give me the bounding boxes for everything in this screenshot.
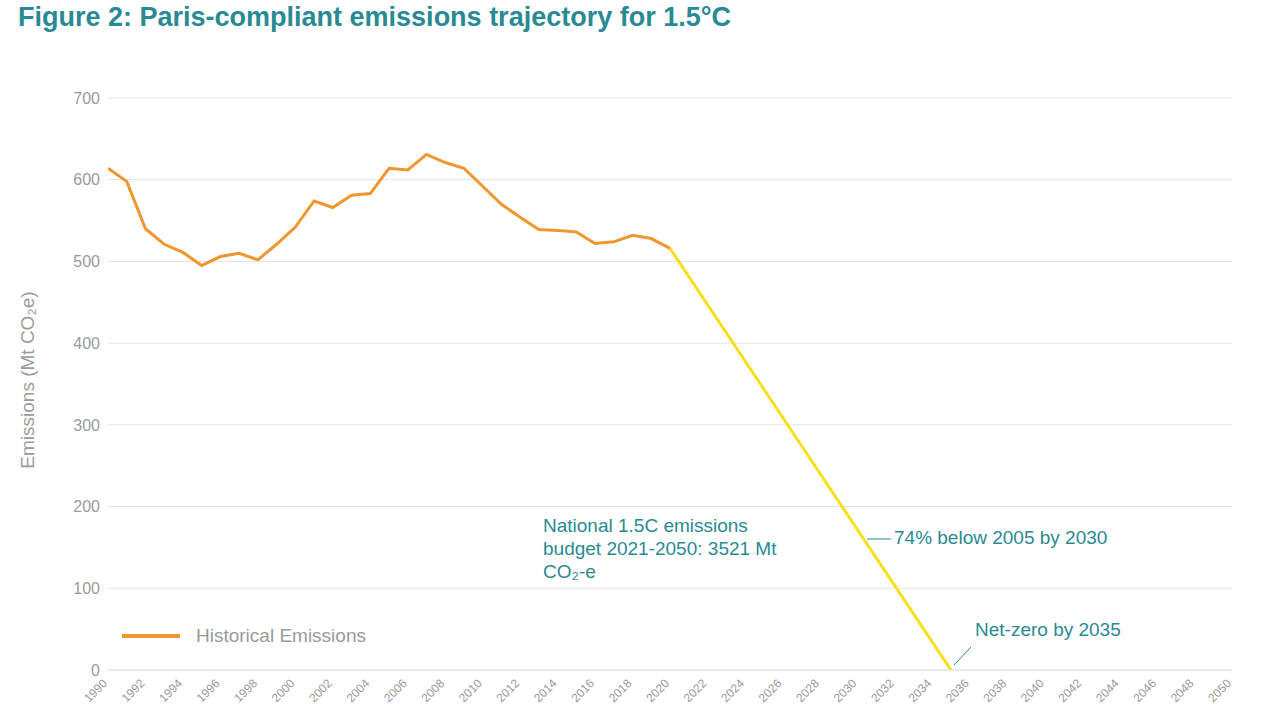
svg-text:2032: 2032	[868, 676, 897, 705]
svg-text:1994: 1994	[156, 676, 185, 705]
svg-text:1996: 1996	[194, 676, 223, 705]
svg-text:2014: 2014	[531, 676, 560, 705]
html-text:Net-zero by 2035: Net-zero by 2035	[975, 619, 1121, 640]
svg-text:1990: 1990	[81, 676, 110, 705]
svg-text:1992: 1992	[119, 676, 148, 705]
svg-text:300: 300	[73, 417, 100, 434]
html-text:Historical Emissions: Historical Emissions	[196, 625, 366, 646]
svg-text:2044: 2044	[1093, 676, 1122, 705]
svg-text:700: 700	[73, 90, 100, 107]
svg-text:2036: 2036	[943, 676, 972, 705]
svg-text:2050: 2050	[1205, 676, 1234, 705]
svg-text:2008: 2008	[419, 676, 448, 705]
svg-text:2026: 2026	[756, 676, 785, 705]
svg-text:200: 200	[73, 498, 100, 515]
svg-text:2016: 2016	[568, 676, 597, 705]
svg-text:2012: 2012	[493, 676, 522, 705]
svg-text:400: 400	[73, 335, 100, 352]
svg-text:2042: 2042	[1055, 676, 1084, 705]
svg-text:2018: 2018	[606, 676, 635, 705]
svg-text:2046: 2046	[1130, 676, 1159, 705]
svg-text:2002: 2002	[306, 676, 335, 705]
svg-text:2000: 2000	[269, 676, 298, 705]
html-text:74% below 2005 by 2030: 74% below 2005 by 2030	[894, 527, 1108, 548]
svg-text:2004: 2004	[344, 676, 373, 705]
svg-text:2040: 2040	[1018, 676, 1047, 705]
svg-text:2024: 2024	[718, 676, 747, 705]
svg-text:2006: 2006	[381, 676, 410, 705]
svg-text:2010: 2010	[456, 676, 485, 705]
svg-text:600: 600	[73, 171, 100, 188]
svg-text:0: 0	[91, 662, 100, 679]
svg-text:100: 100	[73, 580, 100, 597]
svg-text:2020: 2020	[643, 676, 672, 705]
svg-text:2038: 2038	[981, 676, 1010, 705]
svg-text:1998: 1998	[231, 676, 260, 705]
html-text:Emissions (Mt CO₂e): Emissions (Mt CO₂e)	[17, 291, 38, 469]
html-text:Figure 2: Paris-compliant emis: Figure 2: Paris-compliant emissions traj…	[18, 2, 731, 32]
svg-text:2048: 2048	[1168, 676, 1197, 705]
html-text:National 1.5C emissions budget: National 1.5C emissions budget 2021-2050…	[543, 515, 777, 582]
svg-text:2028: 2028	[793, 676, 822, 705]
svg-text:2030: 2030	[831, 676, 860, 705]
svg-text:500: 500	[73, 253, 100, 270]
svg-text:2022: 2022	[681, 676, 710, 705]
svg-text:2034: 2034	[906, 676, 935, 705]
